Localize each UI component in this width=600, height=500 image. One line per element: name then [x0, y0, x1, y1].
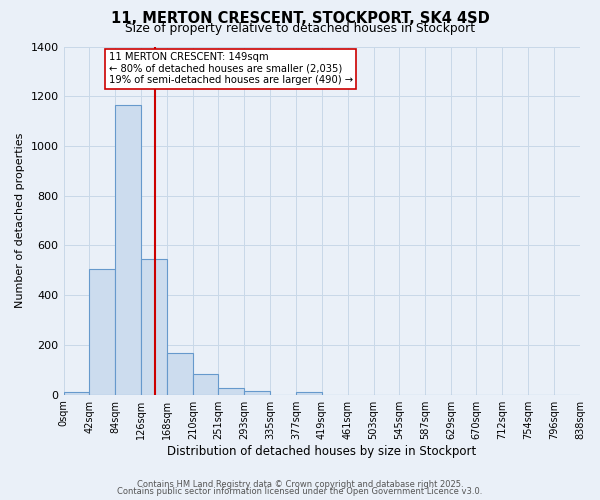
Bar	[193, 374, 218, 394]
Y-axis label: Number of detached properties: Number of detached properties	[15, 133, 25, 308]
Bar	[167, 353, 193, 395]
Bar	[296, 392, 322, 394]
Text: 11, MERTON CRESCENT, STOCKPORT, SK4 4SD: 11, MERTON CRESCENT, STOCKPORT, SK4 4SD	[110, 11, 490, 26]
Text: Contains HM Land Registry data © Crown copyright and database right 2025.: Contains HM Land Registry data © Crown c…	[137, 480, 463, 489]
Bar	[244, 390, 270, 394]
Text: Size of property relative to detached houses in Stockport: Size of property relative to detached ho…	[125, 22, 475, 35]
X-axis label: Distribution of detached houses by size in Stockport: Distribution of detached houses by size …	[167, 444, 476, 458]
Bar	[218, 388, 244, 394]
Text: 11 MERTON CRESCENT: 149sqm
← 80% of detached houses are smaller (2,035)
19% of s: 11 MERTON CRESCENT: 149sqm ← 80% of deta…	[109, 52, 353, 86]
Bar	[89, 269, 115, 394]
Bar	[64, 392, 89, 394]
Bar	[115, 106, 141, 395]
Text: Contains public sector information licensed under the Open Government Licence v3: Contains public sector information licen…	[118, 487, 482, 496]
Bar	[141, 259, 167, 394]
